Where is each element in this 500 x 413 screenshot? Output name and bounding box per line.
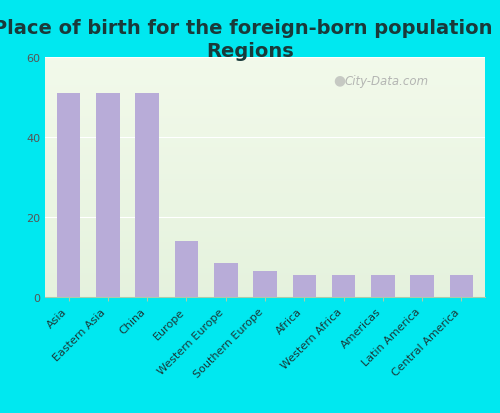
Bar bbox=[410, 275, 434, 297]
Bar bbox=[174, 242, 198, 297]
Bar bbox=[371, 275, 394, 297]
Text: ●: ● bbox=[333, 74, 345, 88]
Bar bbox=[292, 275, 316, 297]
Text: Place of birth for the foreign-born population -
Regions: Place of birth for the foreign-born popu… bbox=[0, 19, 500, 61]
Bar bbox=[450, 275, 473, 297]
Bar bbox=[96, 94, 120, 297]
Bar bbox=[332, 275, 355, 297]
Bar bbox=[136, 94, 159, 297]
Bar bbox=[57, 94, 80, 297]
Text: City-Data.com: City-Data.com bbox=[344, 75, 428, 88]
Bar bbox=[253, 271, 277, 297]
Bar bbox=[214, 263, 238, 297]
